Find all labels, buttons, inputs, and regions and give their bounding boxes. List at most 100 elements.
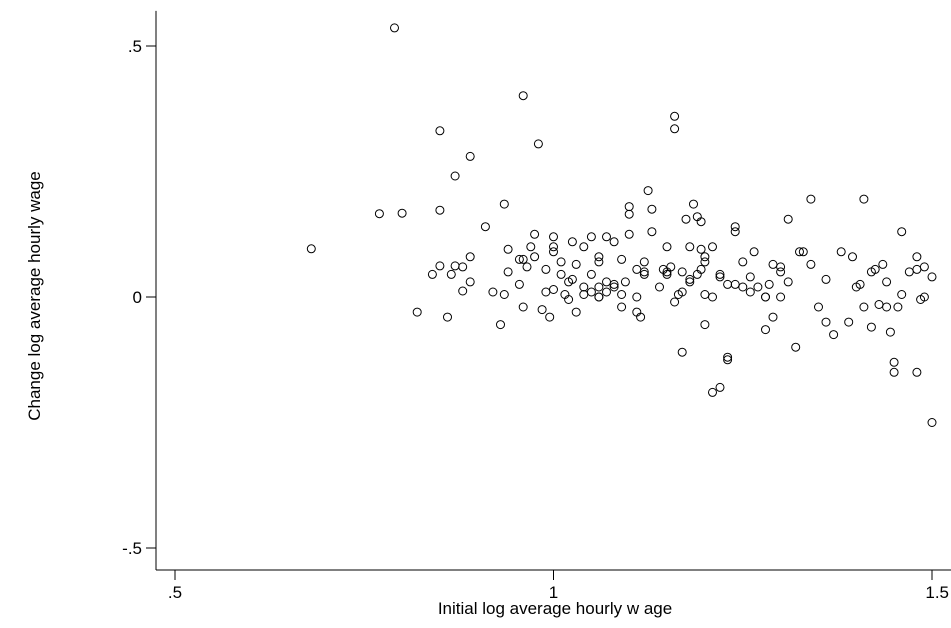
data-point <box>897 227 907 237</box>
data-point <box>609 282 619 292</box>
data-point <box>549 232 558 242</box>
data-point <box>866 322 876 332</box>
data-point <box>602 232 611 242</box>
data-point <box>530 252 540 262</box>
data-point <box>503 244 513 254</box>
data-point <box>579 242 589 252</box>
data-point <box>518 91 528 101</box>
data-point <box>639 269 649 279</box>
data-point <box>306 244 316 254</box>
data-point <box>912 264 922 274</box>
data-point <box>685 242 695 252</box>
data-point <box>617 290 627 299</box>
data-point <box>715 269 725 279</box>
data-point <box>893 302 903 312</box>
data-point <box>530 229 540 239</box>
data-point <box>738 282 748 292</box>
data-point <box>526 242 536 252</box>
data-point <box>904 267 914 277</box>
data-point <box>859 302 869 312</box>
data-point <box>749 247 759 257</box>
data-point <box>723 352 733 362</box>
data-point <box>776 267 786 277</box>
data-point <box>912 252 922 262</box>
data-point <box>870 264 880 274</box>
data-point <box>745 287 755 297</box>
data-point <box>723 355 733 365</box>
data-point <box>632 264 642 274</box>
data-point <box>533 139 543 149</box>
data-point <box>685 277 695 287</box>
data-point <box>798 247 808 257</box>
data-point <box>912 367 922 377</box>
data-point <box>636 312 646 322</box>
data-point <box>617 302 627 312</box>
data-point <box>753 282 763 292</box>
data-point <box>919 292 929 302</box>
data-point <box>567 274 577 284</box>
data-point <box>927 272 937 282</box>
data-point <box>730 279 740 289</box>
data-point <box>632 292 642 302</box>
data-point <box>821 274 831 284</box>
data-point <box>806 259 816 269</box>
data-point <box>708 242 717 252</box>
x-tick-label: 1.5 <box>925 583 949 602</box>
data-point <box>435 126 445 136</box>
axes <box>155 10 951 571</box>
data-point <box>700 252 710 262</box>
data-point <box>639 257 649 267</box>
data-point <box>549 285 558 294</box>
data-point <box>882 302 892 312</box>
data-point <box>855 279 865 289</box>
data-point <box>465 277 475 287</box>
data-point <box>609 279 619 289</box>
data-point <box>745 272 755 282</box>
data-point <box>465 151 475 161</box>
data-point <box>806 194 816 204</box>
data-point <box>761 292 770 302</box>
data-point <box>556 257 566 267</box>
data-point <box>390 23 399 33</box>
data-point <box>443 312 452 322</box>
data-point <box>620 277 630 287</box>
data-point <box>662 269 672 279</box>
data-point <box>624 202 634 212</box>
data-point <box>689 199 698 209</box>
data-point <box>514 279 524 289</box>
data-point <box>549 247 558 257</box>
data-point <box>579 282 589 292</box>
data-point <box>715 272 725 282</box>
data-point <box>927 418 937 427</box>
data-point <box>450 261 460 271</box>
data-point <box>670 124 680 134</box>
data-point <box>556 269 566 279</box>
data-point <box>647 204 657 214</box>
data-point <box>594 257 604 267</box>
data-point <box>541 264 551 274</box>
data-point <box>567 237 577 247</box>
data-point <box>885 327 895 337</box>
data-point <box>670 297 680 307</box>
data-point <box>499 199 509 209</box>
data-point <box>730 227 740 237</box>
data-point <box>571 259 581 269</box>
data-point <box>700 290 710 299</box>
data-point <box>814 302 823 312</box>
data-point <box>602 287 611 297</box>
data-point <box>723 279 733 289</box>
data-point <box>586 269 596 279</box>
data-point <box>681 214 691 224</box>
data-point <box>579 290 589 299</box>
y-tick-label: .5 <box>128 37 142 56</box>
data-point <box>730 222 740 232</box>
data-point <box>624 229 634 239</box>
data-point <box>435 261 445 271</box>
data-point <box>549 242 558 252</box>
x-tick-label: 1 <box>549 583 558 602</box>
data-point <box>518 254 528 264</box>
x-tick-label: .5 <box>168 583 182 602</box>
data-point <box>761 325 770 335</box>
data-point <box>670 111 680 121</box>
data-point <box>639 267 649 277</box>
